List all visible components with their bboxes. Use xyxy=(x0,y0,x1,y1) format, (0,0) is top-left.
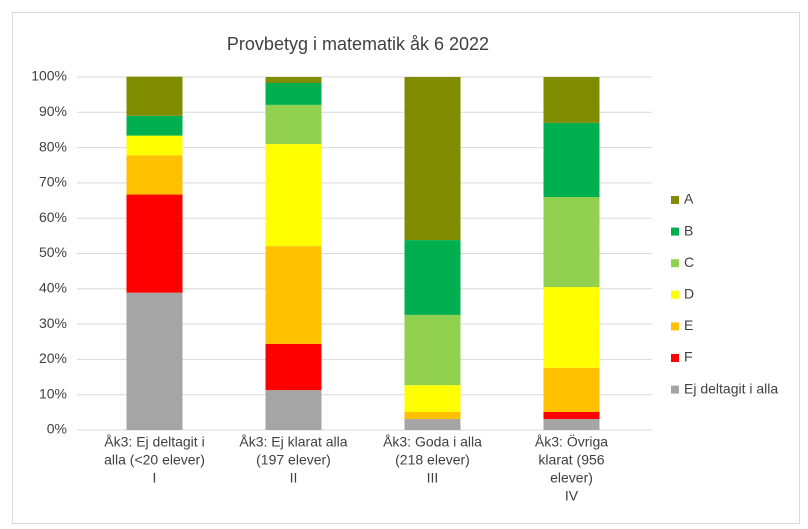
x-tick-label: (218 elever) xyxy=(395,452,470,468)
legend-label: C xyxy=(684,254,694,270)
bar-segment xyxy=(404,385,461,412)
y-tick-label: 0% xyxy=(47,421,67,437)
bar-segment xyxy=(404,314,461,386)
y-tick-label: 70% xyxy=(39,174,67,190)
bar-segment xyxy=(265,246,322,344)
y-tick-label: 90% xyxy=(39,103,67,119)
legend-swatch xyxy=(671,290,679,299)
bar-segment xyxy=(126,194,183,293)
x-tick-label: II xyxy=(290,470,298,486)
legend-label: A xyxy=(684,191,694,207)
bar-segment xyxy=(126,292,183,430)
bar-segment xyxy=(265,144,322,247)
bar-segment xyxy=(543,419,600,430)
legend-swatch xyxy=(671,259,679,268)
bar-segment xyxy=(404,419,461,430)
x-tick-label: alla (<20 elever) xyxy=(104,452,205,468)
legend-label: Ej deltagit i alla xyxy=(684,380,778,396)
bar-segment xyxy=(404,240,461,315)
legend-swatch xyxy=(671,354,679,362)
x-tick-label: elever) xyxy=(550,470,593,486)
y-tick-label: 10% xyxy=(39,385,67,401)
bar-segment xyxy=(126,155,183,195)
bar-segment xyxy=(265,390,322,430)
x-tick-label: III xyxy=(427,470,439,486)
bar-segment xyxy=(543,411,600,420)
x-tick-label: klarat (956 xyxy=(538,452,604,468)
x-tick-label: Åk3: Övriga xyxy=(535,433,608,450)
bar-segment xyxy=(265,77,322,84)
legend-label: B xyxy=(684,222,693,238)
y-tick-label: 60% xyxy=(39,209,67,225)
y-tick-label: 30% xyxy=(39,315,67,331)
x-tick-label: I xyxy=(153,470,157,486)
bar-segment xyxy=(543,287,600,368)
x-tick-label: IV xyxy=(565,488,579,504)
y-tick-label: 50% xyxy=(39,244,67,260)
bar-segment xyxy=(265,104,322,145)
x-tick-label: Åk3: Ej deltagit i xyxy=(104,434,204,450)
bar-segment xyxy=(543,367,600,412)
legend-swatch xyxy=(671,227,679,236)
x-tick-label: Åk3: Ej klarat alla xyxy=(239,434,347,450)
chart-title: Provbetyg i matematik åk 6 2022 xyxy=(227,34,489,54)
legend-label: D xyxy=(684,286,694,302)
bar-segment xyxy=(543,77,600,123)
legend-swatch xyxy=(671,385,679,394)
y-tick-label: 100% xyxy=(31,68,67,84)
bar-segment xyxy=(265,343,322,391)
bar-segment xyxy=(543,197,600,288)
bar-segment xyxy=(404,77,461,241)
x-tick-label: Åk3: Goda i alla xyxy=(383,434,482,450)
legend-swatch xyxy=(671,196,679,204)
x-tick-label: (197 elever) xyxy=(256,452,331,468)
bar-segment xyxy=(543,122,600,198)
bar-segment xyxy=(126,135,183,156)
legend-label: E xyxy=(684,317,693,333)
bar-segment xyxy=(404,411,461,420)
y-tick-label: 40% xyxy=(39,280,67,296)
y-tick-label: 80% xyxy=(39,138,67,154)
bar-segment xyxy=(126,115,183,136)
legend-label: F xyxy=(684,349,693,365)
y-tick-label: 20% xyxy=(39,350,67,366)
bar-segment xyxy=(126,76,183,116)
bar-segment xyxy=(265,83,322,105)
legend-swatch xyxy=(671,322,679,331)
